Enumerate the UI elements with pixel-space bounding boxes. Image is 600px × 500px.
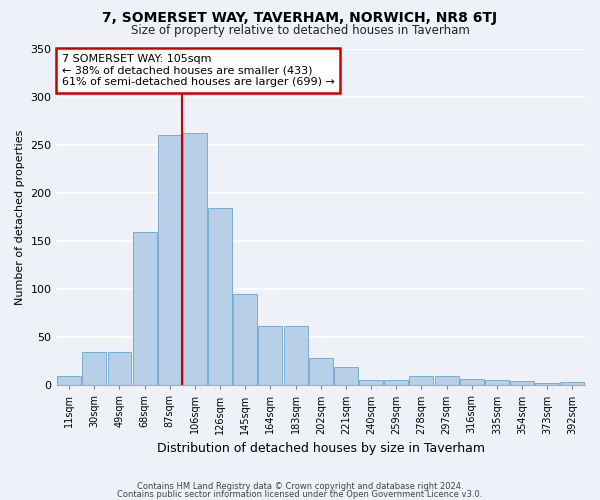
Text: Size of property relative to detached houses in Taverham: Size of property relative to detached ho… (131, 24, 469, 37)
Bar (107, 352, 131, 386)
Bar (535, 384, 559, 386)
Bar (560, 382, 584, 386)
Bar (57, 376, 81, 386)
Text: Contains public sector information licensed under the Open Government Licence v3: Contains public sector information licen… (118, 490, 482, 499)
Bar (82, 352, 106, 386)
Bar (208, 208, 232, 386)
Bar (259, 326, 283, 386)
Bar (385, 380, 408, 386)
Bar (183, 132, 207, 386)
Bar (133, 232, 157, 386)
X-axis label: Distribution of detached houses by size in Taverham: Distribution of detached houses by size … (157, 442, 485, 455)
Bar (233, 294, 257, 386)
Text: 7, SOMERSET WAY, TAVERHAM, NORWICH, NR8 6TJ: 7, SOMERSET WAY, TAVERHAM, NORWICH, NR8 … (103, 11, 497, 25)
Text: Contains HM Land Registry data © Crown copyright and database right 2024.: Contains HM Land Registry data © Crown c… (137, 482, 463, 491)
Bar (334, 367, 358, 386)
Bar (284, 326, 308, 386)
Bar (510, 382, 534, 386)
Bar (434, 376, 458, 386)
Bar (158, 136, 182, 386)
Bar (460, 378, 484, 386)
Y-axis label: Number of detached properties: Number of detached properties (15, 130, 25, 305)
Bar (359, 380, 383, 386)
Bar (409, 376, 433, 386)
Bar (309, 358, 333, 386)
Bar (485, 380, 509, 386)
Text: 7 SOMERSET WAY: 105sqm
← 38% of detached houses are smaller (433)
61% of semi-de: 7 SOMERSET WAY: 105sqm ← 38% of detached… (62, 54, 335, 87)
